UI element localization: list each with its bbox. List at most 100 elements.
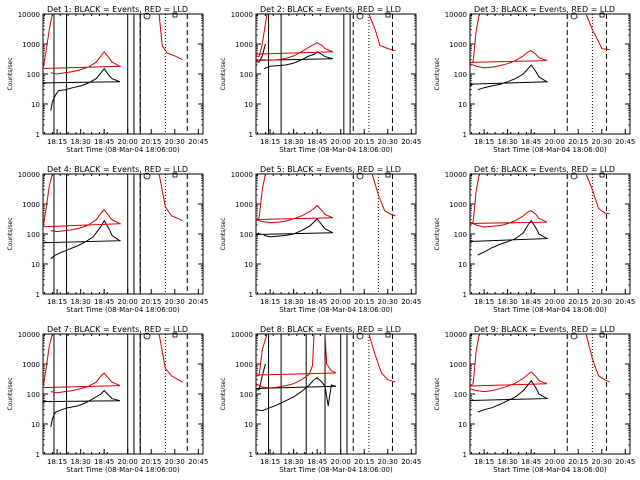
events-series-line (470, 379, 549, 413)
x-tick-label: 18:30 (71, 298, 91, 306)
x-tick-label: 20:45 (188, 458, 208, 466)
y-axis-label: Counts/sec (220, 57, 227, 90)
x-axis-label: Start Time (08-Mar-04 18:06:00) (66, 306, 180, 314)
x-tick-label: 20:00 (118, 298, 138, 306)
x-tick-label: 20:45 (401, 138, 421, 146)
y-tick-label: 10000 (18, 331, 40, 339)
y-tick-label: 10000 (445, 331, 467, 339)
x-tick-label: 18:30 (498, 458, 518, 466)
y-tick-label: 10 (458, 101, 467, 109)
lld-series-line (43, 14, 122, 75)
x-tick-label: 20:00 (545, 138, 565, 146)
x-tick-label: 18:15 (47, 298, 67, 306)
x-axis-label: Start Time (08-Mar-04 18:06:00) (493, 466, 607, 474)
plot-area (43, 174, 188, 294)
plot-area (256, 174, 396, 294)
x-tick-label: 18:15 (474, 138, 494, 146)
y-axis-label: Counts/sec (434, 217, 441, 250)
plot-area (256, 14, 396, 134)
lld-series-line (368, 334, 396, 383)
y-tick-label: 1 (249, 131, 253, 139)
y-tick-label: 100 (240, 391, 253, 399)
events-series-line (256, 363, 337, 412)
y-tick-label: 10 (31, 421, 40, 429)
x-tick-label: 18:45 (307, 138, 327, 146)
top-marker-box (599, 172, 605, 178)
chart-title: Det 9: BLACK = Events, RED = LLD (474, 325, 615, 334)
y-tick-label: 10000 (231, 11, 253, 19)
y-axis-label: Counts/sec (7, 57, 14, 90)
lld-series-line (43, 334, 121, 394)
x-tick-label: 20:00 (545, 458, 565, 466)
x-axis-label: Start Time (08-Mar-04 18:06:00) (66, 466, 180, 474)
x-tick-label: 18:30 (71, 138, 91, 146)
x-axis-label: Start Time (08-Mar-04 18:06:00) (279, 466, 393, 474)
y-axis-label: Counts/sec (434, 57, 441, 90)
plot-area (43, 14, 188, 134)
y-tick-label: 10 (31, 101, 40, 109)
lld-series-line (470, 14, 548, 69)
top-marker-box (172, 172, 178, 178)
x-tick-label: 18:15 (474, 458, 494, 466)
x-tick-label: 20:15 (354, 458, 374, 466)
y-tick-label: 10000 (18, 171, 40, 179)
x-tick-label: 20:30 (165, 138, 185, 146)
plot-area (470, 174, 610, 294)
x-tick-label: 20:15 (354, 298, 374, 306)
y-tick-label: 100 (454, 231, 467, 239)
events-series-line (256, 218, 334, 238)
plot-area (470, 334, 610, 454)
top-marker-box (599, 332, 605, 338)
y-tick-label: 1 (249, 291, 253, 299)
y-tick-label: 10000 (445, 11, 467, 19)
x-tick-label: 18:45 (521, 458, 541, 466)
chart-title: Det 1: BLACK = Events, RED = LLD (47, 5, 188, 14)
chart-panel-7: 1 10 100 1000 10000 18:15 18:30 18:45 20:00 20:15… (7, 325, 208, 474)
lld-series-line (256, 334, 337, 377)
y-tick-label: 10000 (231, 331, 253, 339)
x-tick-label: 20:00 (331, 458, 351, 466)
y-tick-label: 100 (240, 231, 253, 239)
x-tick-label: 18:45 (521, 138, 541, 146)
events-series-line (470, 64, 549, 91)
top-marker-circle (143, 12, 151, 20)
chart-panel-3: 1 10 100 1000 10000 18:15 18:30 18:45 20:00 20:15… (434, 5, 635, 154)
x-tick-label: 20:45 (615, 138, 635, 146)
y-tick-label: 1000 (235, 201, 253, 209)
y-axis-label: Counts/sec (7, 377, 14, 410)
x-tick-label: 20:15 (141, 138, 161, 146)
events-series-line (470, 219, 549, 256)
y-tick-label: 100 (240, 71, 253, 79)
chart-panel-1: 1 10 100 1000 10000 18:15 18:30 18:45 20:00 20:15… (7, 5, 208, 154)
x-tick-label: 20:00 (331, 138, 351, 146)
y-tick-label: 10 (458, 261, 467, 269)
chart-panel-6: 1 10 100 1000 10000 18:15 18:30 18:45 20:00 20:15… (434, 165, 635, 314)
top-marker-circle (143, 172, 151, 180)
y-tick-label: 100 (27, 391, 40, 399)
x-tick-label: 18:30 (284, 458, 304, 466)
x-tick-label: 20:30 (165, 458, 185, 466)
y-tick-label: 1000 (449, 41, 467, 49)
y-tick-label: 10 (244, 261, 253, 269)
events-series-line (43, 219, 122, 260)
top-marker-circle (570, 172, 578, 180)
y-tick-label: 10 (244, 101, 253, 109)
y-axis-label: Counts/sec (220, 217, 227, 250)
y-axis-label: Counts/sec (7, 217, 14, 250)
x-axis-label: Start Time (08-Mar-04 18:06:00) (66, 146, 180, 154)
y-axis-label: Counts/sec (434, 377, 441, 410)
y-tick-label: 1 (463, 451, 467, 459)
chart-panel-8: 1 10 100 1000 10000 18:15 18:30 18:45 20:00 20:15… (220, 325, 421, 474)
lld-series-line (470, 334, 548, 393)
top-marker-circle (570, 12, 578, 20)
y-tick-label: 100 (27, 231, 40, 239)
x-tick-label: 18:45 (94, 138, 114, 146)
chart-title: Det 8: BLACK = Events, RED = LLD (260, 325, 401, 334)
top-marker-circle (570, 332, 578, 340)
x-tick-label: 18:15 (474, 298, 494, 306)
plot-area (43, 334, 188, 454)
y-tick-label: 1000 (235, 361, 253, 369)
x-axis-label: Start Time (08-Mar-04 18:06:00) (493, 146, 607, 154)
top-marker-box (599, 12, 605, 18)
top-marker-box (385, 332, 391, 338)
